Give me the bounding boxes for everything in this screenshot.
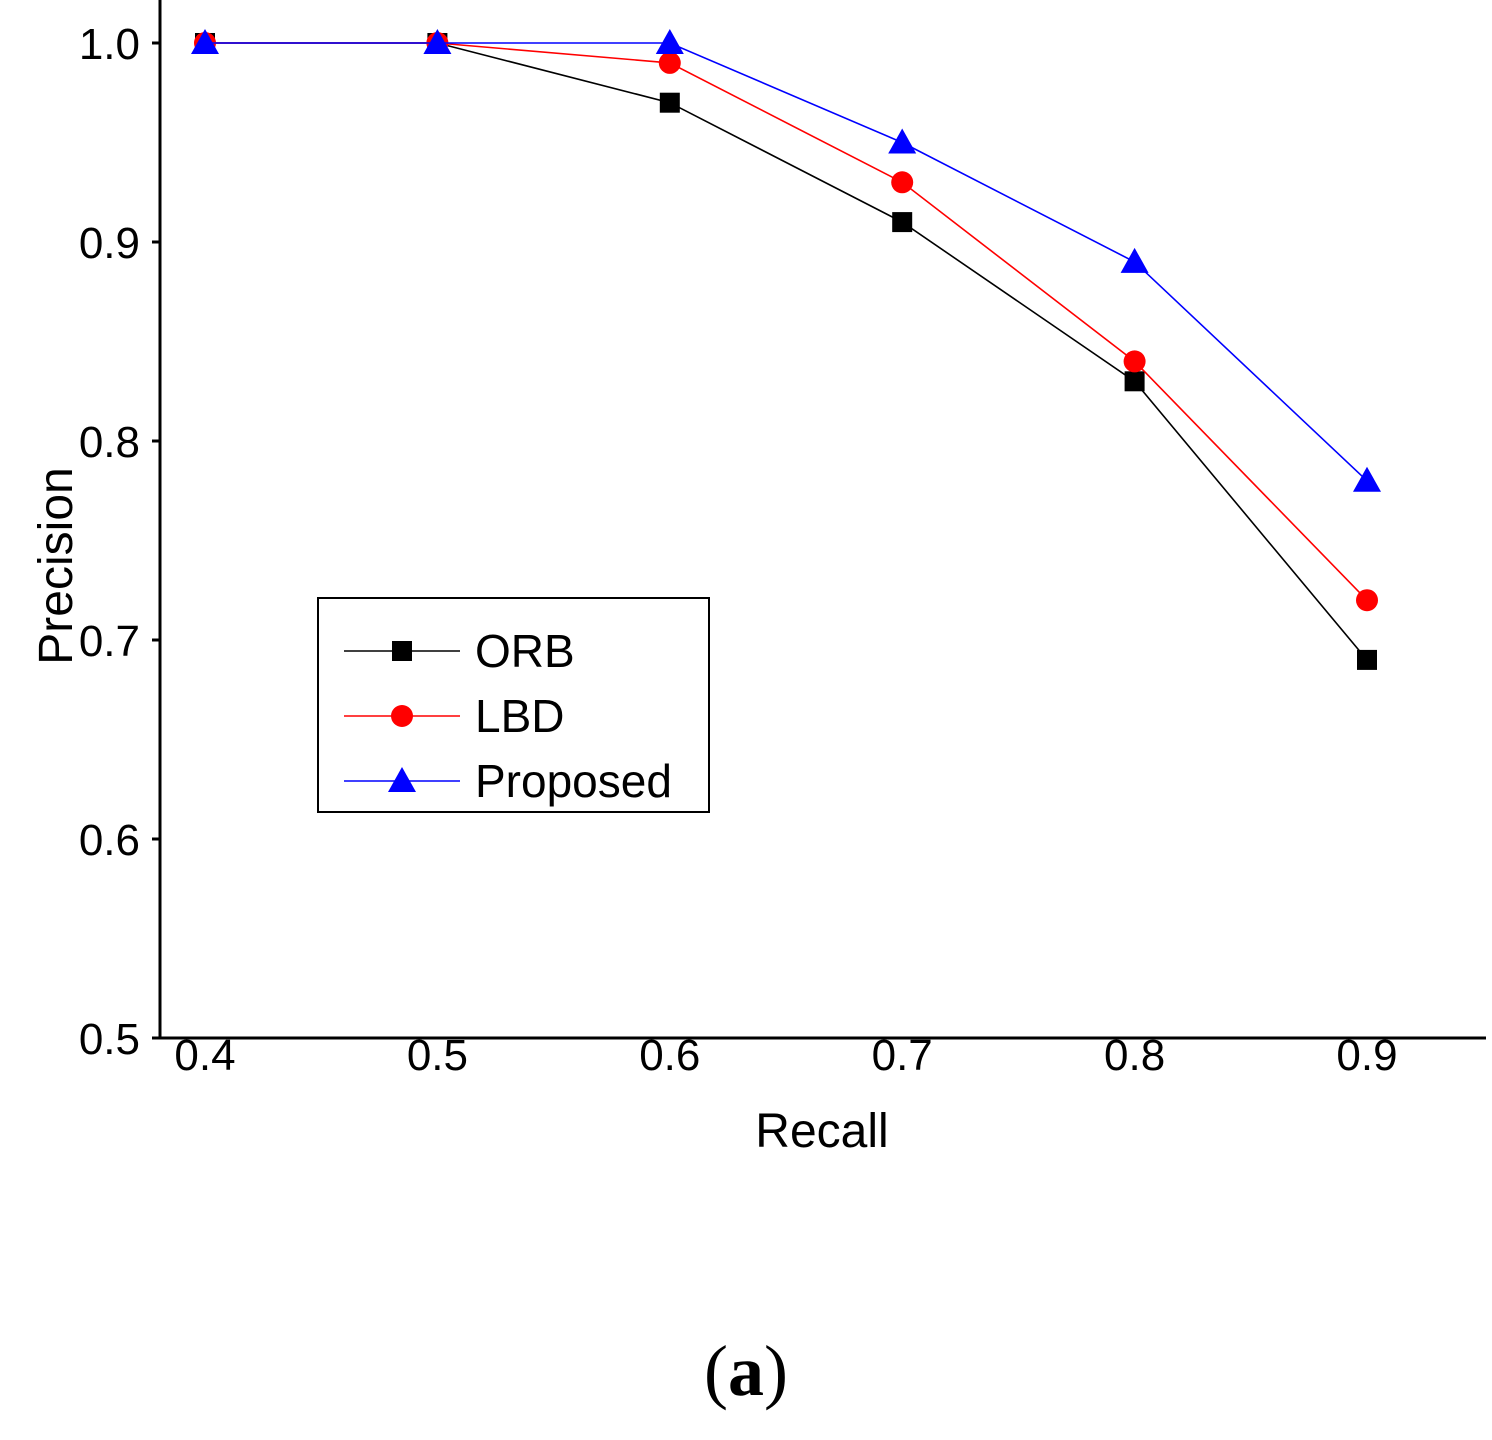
data-point-lbd (1356, 589, 1378, 612)
y-tick-label: 0.5 (79, 1015, 140, 1064)
legend-label-lbd: LBD (475, 690, 564, 742)
x-tick-label: 0.9 (1336, 1031, 1397, 1080)
series-orb (195, 33, 1377, 670)
x-axis-title: Recall (755, 1105, 888, 1158)
data-point-lbd (658, 51, 681, 74)
caption-open-paren: ( (704, 1331, 728, 1411)
legend-marker-lbd (391, 705, 413, 727)
series-line-orb (205, 42, 1368, 661)
x-tick-label: 0.7 (872, 1031, 933, 1080)
legend-item-orb: ORB (344, 625, 575, 677)
x-tick-label: 0.5 (407, 1031, 468, 1080)
data-point-proposed (1120, 247, 1149, 273)
x-tick-label: 0.4 (174, 1031, 235, 1080)
legend-item-proposed: Proposed (344, 755, 672, 807)
data-point-orb (1357, 649, 1377, 670)
y-tick-label: 0.7 (79, 617, 140, 666)
legend-marker-orb (392, 641, 412, 661)
caption-letter: a (728, 1331, 764, 1411)
data-point-orb (659, 92, 680, 113)
data-point-orb (892, 212, 913, 233)
caption-close-paren: ) (764, 1331, 788, 1411)
data-point-lbd (1123, 350, 1146, 373)
legend-box (317, 597, 710, 813)
x-tick-label: 0.6 (639, 1031, 700, 1080)
data-point-orb (1124, 371, 1145, 392)
y-tick-label: 0.6 (79, 816, 140, 865)
legend-item-lbd: LBD (344, 690, 564, 742)
y-tick-label: 0.9 (79, 219, 140, 268)
data-point-proposed (423, 29, 452, 54)
series-lbd (194, 32, 1378, 612)
data-point-proposed (655, 29, 684, 54)
data-point-proposed (888, 128, 917, 154)
y-tick-label: 0.8 (79, 418, 140, 467)
x-tick-label: 0.8 (1104, 1031, 1165, 1080)
series-proposed (191, 29, 1381, 492)
series-line-proposed (205, 42, 1368, 482)
series-line-lbd (205, 42, 1368, 601)
precision-recall-chart: Recall Precision 0.4 0.5 0.6 0.7 0.8 0.9 0.5 0.… (30, 0, 1486, 1158)
figure-caption: (a) (0, 1330, 1492, 1413)
legend-label-proposed: Proposed (475, 755, 672, 807)
legend-marker-proposed (388, 767, 416, 792)
y-axis-title: Precision (30, 467, 83, 664)
legend-label-orb: ORB (475, 625, 575, 677)
y-tick-label: 1.0 (79, 20, 140, 69)
legend: ORB LBD Proposed (317, 597, 710, 813)
data-point-proposed (191, 29, 219, 54)
data-point-lbd (891, 171, 914, 194)
data-point-proposed (1353, 466, 1381, 492)
